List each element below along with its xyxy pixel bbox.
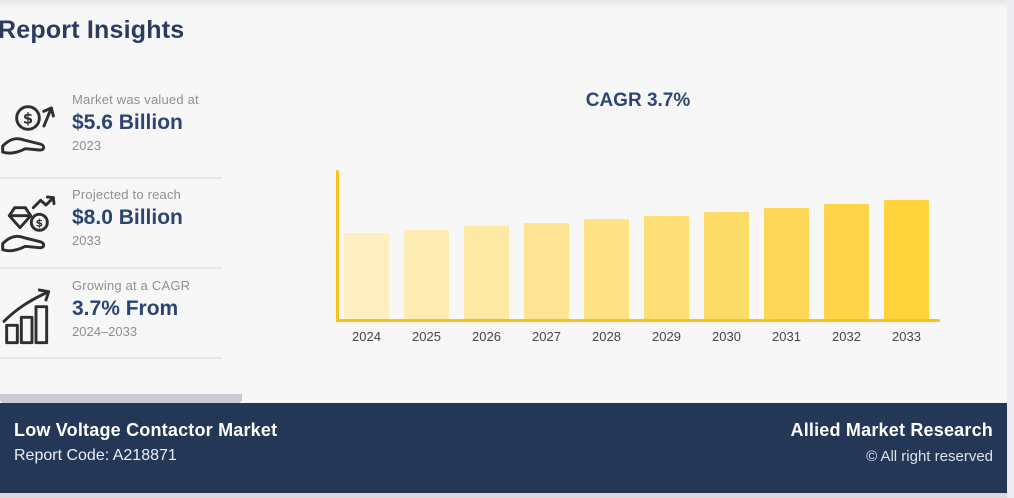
x-axis-line [336,319,940,322]
bar-group: 2031 [764,170,809,344]
bar-2024 [344,233,389,319]
x-tick-label: 2031 [772,329,801,344]
bar-series: 2024 2025 2026 2027 2028 2029 2030 2031 2032 2033 [344,170,929,344]
hand-coin-growth-icon: $ [0,98,64,162]
bar-group: 2030 [704,170,749,344]
chart-title: CAGR 3.7% [585,90,691,111]
divider [0,267,222,269]
x-tick-label: 2026 [472,329,501,344]
stat-period: 2033 [72,233,101,248]
stat-label: Projected to reach [72,187,182,202]
bar-chart-growth-icon [0,284,64,348]
bar-group: 2033 [884,170,929,344]
stat-item-projected-value: $ Projected to reach $8.0 Billion 2033 [0,185,230,257]
stat-period: 2023 [72,138,101,153]
bar-group: 2026 [464,170,509,344]
bar-2025 [404,230,449,319]
bar-group: 2032 [824,170,869,344]
x-tick-label: 2033 [892,329,921,344]
stat-value: $8.0 Billion [72,206,183,229]
stat-period: 2024–2033 [72,324,138,339]
svg-text:$: $ [36,216,43,229]
bar-group: 2024 [344,170,389,344]
footer-left: Low Voltage Contactor Market Report Code… [14,420,277,465]
stat-value: 3.7% From [72,297,179,320]
market-name: Low Voltage Contactor Market [14,420,278,440]
x-tick-label: 2028 [592,329,621,344]
top-edge-shadow [0,0,1014,7]
bar-2030 [704,212,749,319]
footer-bar: Low Voltage Contactor Market Report Code… [0,403,1007,493]
bar-2033 [884,200,929,319]
y-axis-line [336,170,339,322]
bar-2032 [824,204,869,319]
bar-group: 2027 [524,170,569,344]
bar-2029 [644,216,689,319]
cagr-bar-chart: 2024 2025 2026 2027 2028 2029 2030 2031 2032 2033 [336,170,940,344]
bar-2031 [764,208,809,319]
x-tick-label: 2029 [652,329,681,344]
x-tick-label: 2030 [712,329,741,344]
brand-name: Allied Market Research [790,420,993,440]
stat-item-cagr: Growing at a CAGR 3.7% From 2024–2033 [0,276,230,348]
right-edge-strip [1007,0,1014,498]
bar-2028 [584,219,629,319]
stat-value: $5.6 Billion [72,111,183,134]
stats-card-bottom-edge [0,394,242,403]
bar-2026 [464,226,509,319]
report-code: Report Code: A218871 [14,447,177,464]
copyright-text: © All right reserved [866,448,993,465]
stat-item-market-value: $ Market was valued at $5.6 Billion 2023 [0,90,230,162]
x-tick-label: 2024 [352,329,381,344]
divider [0,177,222,179]
svg-text:$: $ [23,110,33,127]
x-tick-label: 2032 [832,329,861,344]
x-tick-label: 2025 [412,329,441,344]
stat-label: Market was valued at [72,92,199,107]
bottom-edge-strip [0,493,1007,498]
footer-right: Allied Market Research © All right reser… [791,420,994,465]
bar-group: 2025 [404,170,449,344]
bar-2027 [524,223,569,319]
bar-group: 2029 [644,170,689,344]
x-tick-label: 2027 [532,329,561,344]
stat-label: Growing at a CAGR [72,278,191,293]
hand-gem-growth-icon: $ [0,193,64,257]
bar-group: 2028 [584,170,629,344]
divider [0,357,222,359]
page-title: Report Insights [0,16,185,44]
